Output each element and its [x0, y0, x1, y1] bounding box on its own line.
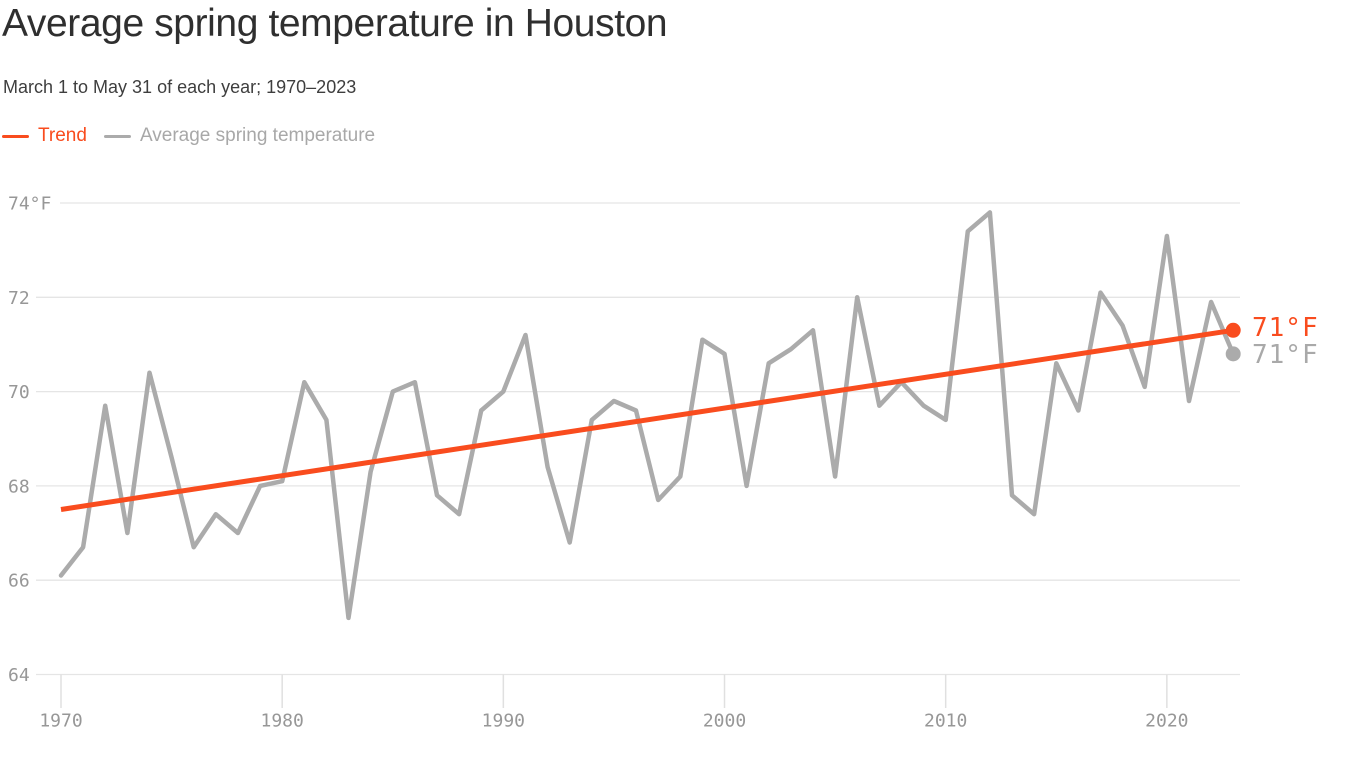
legend-item-trend: Trend — [2, 125, 87, 147]
temperature-series-line — [58, 210, 1236, 621]
trend-end-value-label: 71°F — [1252, 313, 1319, 343]
series-end-value-label: 71°F — [1252, 340, 1319, 370]
y-axis-tick-label-70: 70 — [8, 382, 30, 403]
y-axis-tick-label-66: 66 — [8, 571, 30, 592]
trend-end-dot — [1225, 322, 1241, 338]
x-axis-tick-label-2010: 2010 — [924, 711, 967, 732]
x-axis-tick-label-1970: 1970 — [39, 711, 82, 732]
chart-subtitle: March 1 to May 31 of each year; 1970–202… — [3, 77, 357, 97]
chart-title: Average spring temperature in Houston — [2, 2, 668, 45]
legend-label-trend: Trend — [38, 125, 87, 146]
series-end-dot — [1225, 346, 1241, 362]
trend-line — [60, 327, 1234, 512]
chart-legend: Trend Average spring temperature — [2, 125, 375, 147]
y-axis-tick-label-64: 64 — [8, 665, 30, 686]
y-axis-tick-label-72: 72 — [8, 288, 30, 309]
legend-item-average-temperature: Average spring temperature — [103, 125, 376, 147]
legend-label-average-temperature: Average spring temperature — [139, 125, 376, 146]
x-axis-tick-label-1990: 1990 — [482, 711, 525, 732]
y-axis-tick-label-74: 74°F — [8, 194, 51, 215]
y-axis-tick-label-68: 68 — [8, 476, 30, 497]
series-line-swatch-icon — [103, 134, 131, 138]
trend-line-swatch-icon — [2, 134, 29, 138]
x-axis-tick-label-2020: 2020 — [1145, 711, 1188, 732]
x-axis-tick-label-1980: 1980 — [260, 711, 303, 732]
x-axis-tick-label-2000: 2000 — [703, 711, 746, 732]
